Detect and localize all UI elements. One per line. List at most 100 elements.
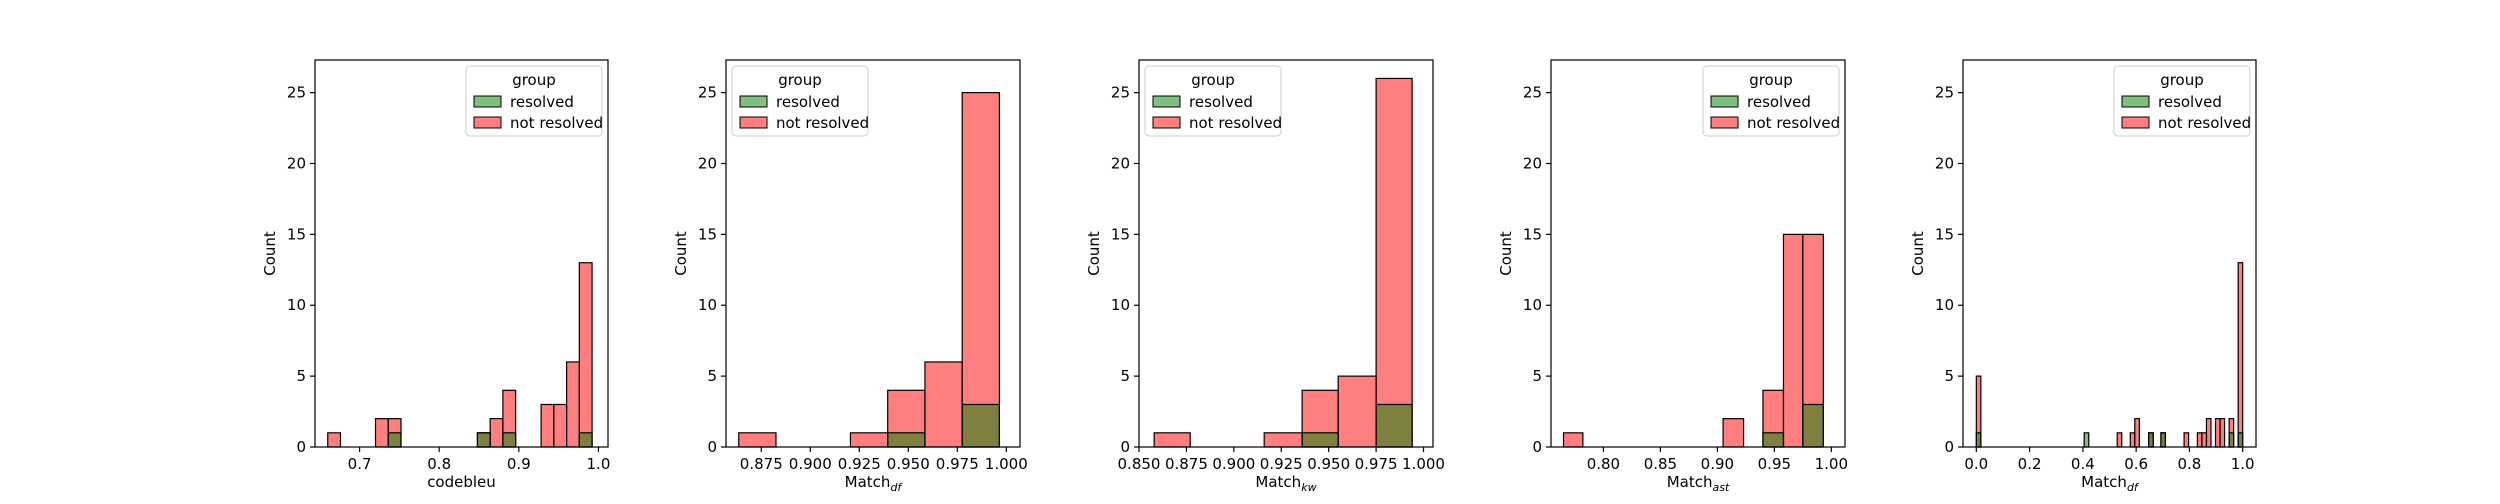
x-tick-label: 0.975: [936, 455, 979, 473]
x-axis-label: Matchdf: [2081, 473, 2140, 494]
legend-label-not-resolved: not resolved: [1189, 114, 1282, 132]
x-tick-label: 0.925: [838, 455, 881, 473]
legend-swatch-resolved: [739, 95, 768, 108]
legend-label-not-resolved: not resolved: [1747, 114, 1840, 132]
x-tick-label: 0.875: [1165, 455, 1208, 473]
bar-not-resolved: [2201, 432, 2208, 448]
bar-resolved: [2083, 432, 2090, 448]
bar-resolved: [2237, 432, 2244, 448]
y-axis-label: Count: [1085, 231, 1103, 276]
bar-not-resolved: [1722, 418, 1745, 448]
y-tick-label: 25: [1935, 84, 1954, 102]
x-tick-label: 0.0: [1964, 455, 1988, 473]
bar-resolved: [2160, 432, 2167, 448]
bar-resolved: [2148, 432, 2154, 448]
legend-swatch-resolved: [1710, 95, 1739, 108]
x-axis-label: Matchkw: [1255, 473, 1316, 494]
x-tick-label: 0.7: [348, 455, 372, 473]
legend-label-resolved: resolved: [776, 93, 840, 111]
y-tick-label: 0: [1944, 438, 1954, 456]
axes-frame: [725, 59, 1021, 448]
y-tick-label: 0: [296, 438, 306, 456]
panel-4: 0 5 10 15 20 25 0.80 0.85 0.90 0.95 1.00 Count Match…: [1497, 59, 1848, 494]
y-tick-label: 10: [1523, 296, 1542, 314]
bar-not-resolved: [924, 361, 963, 448]
legend-swatch-resolved: [473, 95, 502, 108]
x-axis-label: Matchdf: [845, 473, 904, 494]
y-tick-label: 20: [1111, 154, 1130, 172]
y-tick-label: 25: [1523, 84, 1542, 102]
legend: group resolved not resolved: [1702, 65, 1840, 137]
legend: group resolved not resolved: [2113, 65, 2251, 137]
legend-swatch-not-resolved: [2121, 116, 2150, 129]
y-axis-label: Count: [672, 231, 690, 276]
bar-not-resolved: [489, 418, 504, 448]
x-tick-label: 1.00: [1815, 455, 1848, 473]
legend: group resolved not resolved: [465, 65, 603, 137]
y-tick-label: 0: [1532, 438, 1542, 456]
x-axis-label: codebleu: [427, 473, 496, 491]
legend: group resolved not resolved: [731, 65, 869, 137]
bar-resolved: [1762, 432, 1785, 448]
y-axis-label: Count: [1909, 231, 1927, 276]
bar-not-resolved: [961, 91, 1001, 448]
legend-swatch-not-resolved: [1710, 116, 1739, 129]
y-tick-label: 5: [707, 367, 717, 385]
x-tick-label: 0.875: [740, 455, 783, 473]
bar-not-resolved: [565, 361, 580, 448]
legend-swatch-resolved: [2121, 95, 2150, 108]
x-tick-label: 0.2: [2018, 455, 2042, 473]
bar-not-resolved: [327, 432, 342, 448]
legend-swatch-not-resolved: [739, 116, 768, 129]
y-tick-label: 0: [1120, 438, 1130, 456]
bar-not-resolved: [553, 403, 568, 448]
x-tick-label: 0.6: [2124, 455, 2148, 473]
y-tick-label: 20: [1523, 154, 1542, 172]
y-tick-label: 25: [287, 84, 306, 102]
legend-swatch-not-resolved: [473, 116, 502, 129]
x-tick-label: 1.0: [2231, 455, 2255, 473]
x-tick-label: 0.950: [887, 455, 930, 473]
legend-title: group: [2160, 71, 2204, 89]
panel-2: 0 5 10 15 20 25 0.875 0.900 0.925 0.950 0.975 1.000…: [672, 59, 1028, 494]
y-axis-label: Count: [1497, 231, 1515, 276]
y-tick-label: 25: [1111, 84, 1130, 102]
y-tick-label: 20: [1935, 154, 1954, 172]
y-axis-label: Count: [261, 231, 279, 276]
y-tick-label: 5: [1120, 367, 1130, 385]
y-tick-label: 15: [1111, 225, 1130, 243]
y-tick-label: 20: [698, 154, 717, 172]
bar-not-resolved: [374, 418, 389, 448]
axes-frame: [314, 59, 609, 448]
bar-not-resolved: [578, 262, 593, 448]
bar-not-resolved: [2219, 418, 2226, 448]
legend-label-resolved: resolved: [2158, 93, 2222, 111]
x-tick-label: 0.95: [1758, 455, 1791, 473]
y-tick-label: 20: [287, 154, 306, 172]
bar-not-resolved: [2214, 418, 2221, 448]
x-tick-label: 0.900: [789, 455, 832, 473]
bar-resolved: [1375, 403, 1413, 448]
x-tick-label: 0.8: [427, 455, 451, 473]
x-tick-label: 0.850: [1118, 455, 1161, 473]
panel-5: 0 5 10 15 20 25 0.0 0.2 0.4 0.6 0.8 1.0 Count Matchdf…: [1909, 59, 2257, 494]
bar-not-resolved: [2134, 418, 2140, 448]
bar-not-resolved: [2129, 432, 2136, 448]
legend-label-not-resolved: not resolved: [2158, 114, 2251, 132]
axes-frame: [1138, 59, 1434, 448]
y-tick-label: 15: [287, 225, 306, 243]
bar-not-resolved: [738, 432, 777, 448]
legend-label-not-resolved: not resolved: [776, 114, 869, 132]
bar-resolved: [502, 432, 517, 448]
legend-label-resolved: resolved: [510, 93, 574, 111]
y-tick-label: 5: [1944, 367, 1954, 385]
x-tick-label: 1.000: [985, 455, 1028, 473]
y-tick-label: 0: [707, 438, 717, 456]
y-tick-label: 10: [698, 296, 717, 314]
bar-resolved: [961, 403, 1001, 448]
x-tick-label: 0.90: [1701, 455, 1734, 473]
bar-resolved: [387, 432, 402, 448]
axes-frame: [1962, 59, 2257, 448]
y-tick-label: 15: [1523, 225, 1542, 243]
